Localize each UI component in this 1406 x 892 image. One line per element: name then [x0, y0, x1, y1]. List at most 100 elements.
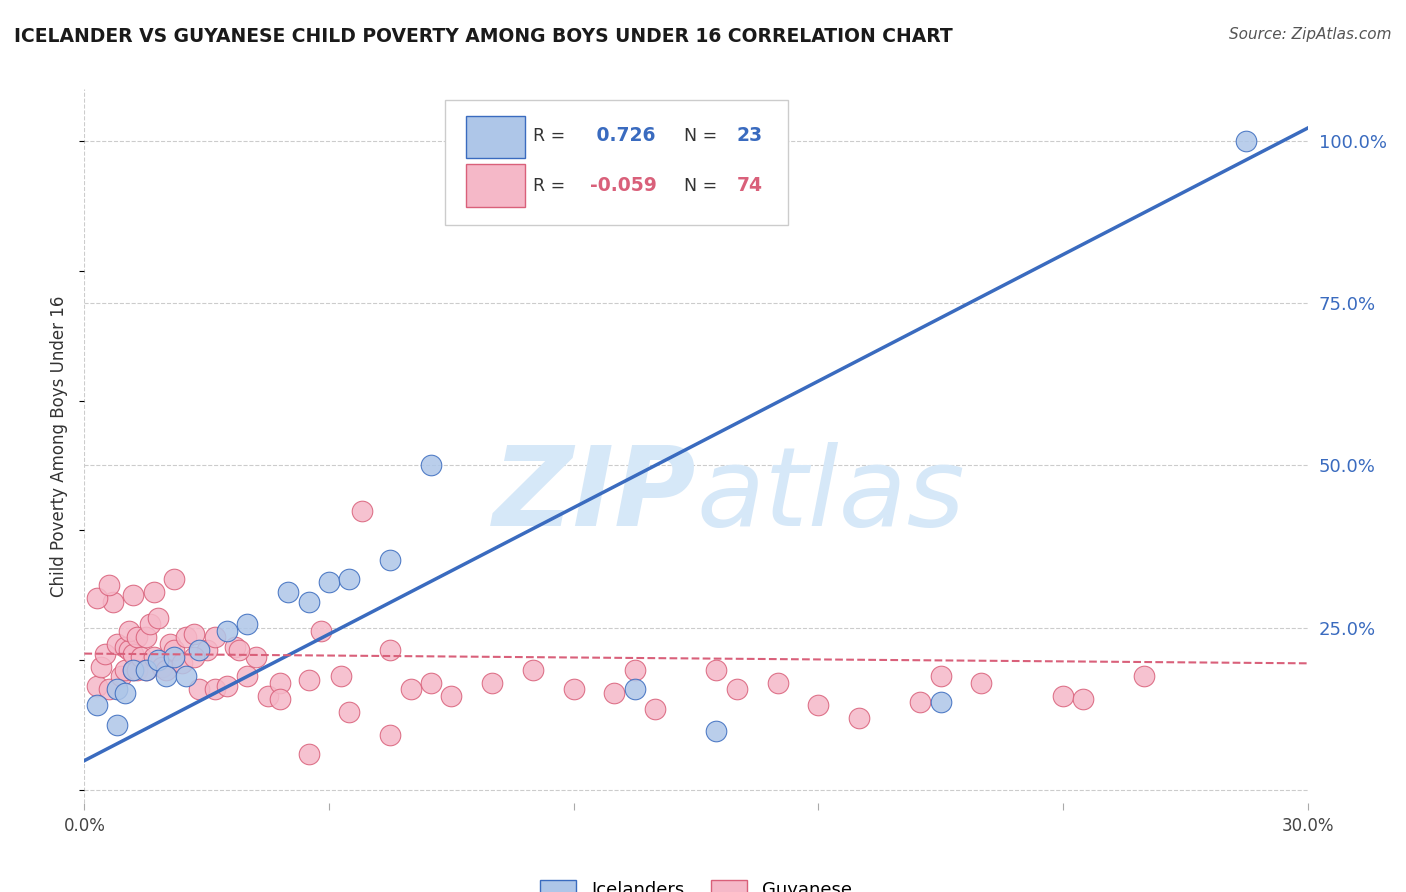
Point [217, 624, 239, 638]
Point [97, 682, 120, 697]
Point [1073, 692, 1095, 706]
Point [135, 631, 157, 645]
Point [603, 685, 626, 699]
Text: Source: ZipAtlas.com: Source: ZipAtlas.com [1229, 27, 1392, 42]
Text: R =: R = [533, 127, 565, 145]
Point [131, 649, 153, 664]
Point [522, 663, 544, 677]
Point [105, 637, 128, 651]
Point [146, 611, 169, 625]
Point [159, 637, 181, 651]
Point [298, 673, 321, 687]
Point [142, 585, 165, 599]
Point [110, 669, 132, 683]
Point [380, 728, 402, 742]
Point [481, 675, 503, 690]
Point [135, 663, 157, 677]
Text: atlas: atlas [696, 442, 965, 549]
Point [105, 718, 128, 732]
Point [236, 669, 259, 683]
Point [204, 682, 226, 697]
Point [624, 682, 647, 697]
Point [122, 663, 145, 677]
Point [187, 643, 209, 657]
Point [807, 698, 830, 713]
Point [114, 663, 136, 677]
Point [127, 631, 149, 645]
Point [228, 643, 250, 657]
Point [330, 669, 353, 683]
Point [163, 643, 186, 657]
Point [163, 572, 186, 586]
Point [420, 675, 443, 690]
Point [399, 682, 422, 697]
Point [269, 692, 291, 706]
Point [644, 702, 666, 716]
Point [142, 649, 165, 664]
Text: 74: 74 [737, 176, 762, 195]
Point [298, 595, 321, 609]
Text: ZIP: ZIP [492, 442, 696, 549]
Point [86, 679, 108, 693]
Text: 23: 23 [737, 126, 762, 145]
Point [440, 689, 463, 703]
Point [420, 458, 443, 473]
Point [176, 669, 198, 683]
Point [298, 747, 321, 761]
Point [350, 504, 373, 518]
Point [183, 627, 205, 641]
Point [217, 679, 239, 693]
Point [1236, 134, 1258, 148]
Point [105, 682, 128, 697]
Point [172, 657, 194, 671]
Point [277, 585, 299, 599]
Point [624, 663, 647, 677]
Point [706, 724, 728, 739]
Point [86, 698, 108, 713]
Point [146, 653, 169, 667]
Point [257, 689, 280, 703]
Point [224, 640, 246, 654]
Point [118, 624, 141, 638]
Point [122, 588, 145, 602]
Point [183, 649, 205, 664]
Point [309, 624, 332, 638]
Point [150, 659, 173, 673]
Point [176, 631, 198, 645]
Point [114, 685, 136, 699]
Point [970, 675, 993, 690]
Point [1133, 669, 1156, 683]
Y-axis label: Child Poverty Among Boys Under 16: Child Poverty Among Boys Under 16 [51, 295, 69, 597]
Point [90, 659, 112, 673]
Point [114, 640, 136, 654]
FancyBboxPatch shape [465, 164, 524, 207]
Point [380, 643, 402, 657]
Point [236, 617, 259, 632]
Point [269, 675, 291, 690]
Point [204, 631, 226, 645]
Text: 0.726: 0.726 [589, 126, 655, 145]
Point [122, 647, 145, 661]
Point [929, 695, 952, 709]
Point [86, 591, 108, 606]
Point [138, 617, 160, 632]
Point [910, 695, 932, 709]
Point [1052, 689, 1074, 703]
Point [380, 552, 402, 566]
Point [245, 649, 267, 664]
Text: -0.059: -0.059 [589, 176, 657, 195]
Point [706, 663, 728, 677]
Text: R =: R = [533, 177, 565, 194]
Point [766, 675, 789, 690]
Point [339, 705, 361, 719]
Point [155, 669, 177, 683]
Point [127, 663, 149, 677]
Point [929, 669, 952, 683]
Point [195, 643, 218, 657]
Point [101, 595, 124, 609]
Point [562, 682, 585, 697]
Point [118, 643, 141, 657]
Point [339, 572, 361, 586]
FancyBboxPatch shape [446, 100, 787, 225]
Point [163, 649, 186, 664]
